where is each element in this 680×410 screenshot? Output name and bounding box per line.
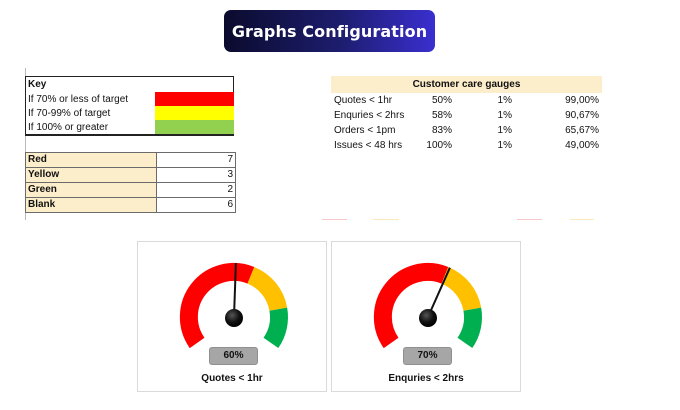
count-value[interactable]: 2 bbox=[156, 182, 236, 198]
row-pct: 83% bbox=[431, 125, 452, 136]
count-value[interactable]: 6 bbox=[156, 197, 236, 213]
count-label: Blank bbox=[25, 197, 157, 213]
row-step: 1% bbox=[497, 125, 512, 136]
key-swatch-red bbox=[155, 92, 234, 106]
table-row: Green 2 bbox=[25, 182, 236, 198]
key-swatch-yellow bbox=[155, 106, 234, 120]
gauge-caption: Quotes < 1hr bbox=[201, 373, 263, 384]
row-remaining: 99,00% bbox=[565, 95, 599, 106]
count-value[interactable]: 3 bbox=[156, 167, 236, 183]
row-step: 1% bbox=[497, 95, 512, 106]
row-step: 1% bbox=[497, 140, 512, 151]
row-name: Orders < 1pm bbox=[334, 125, 396, 136]
customer-care-title: Customer care gauges bbox=[331, 76, 602, 93]
faint-yellow-mark bbox=[570, 219, 594, 220]
table-row: Red 7 bbox=[25, 152, 236, 168]
gauge-value-label: 60% bbox=[209, 347, 258, 365]
table-row: Issues < 48 hrs 100% 1% 49,00% bbox=[331, 138, 602, 153]
row-remaining: 90,67% bbox=[565, 110, 599, 121]
key-swatch-green bbox=[155, 120, 234, 134]
table-row: Quotes < 1hr 50% 1% 99,00% bbox=[331, 93, 602, 108]
key-legend: Key If 70% or less of target If 70-99% o… bbox=[25, 76, 234, 136]
row-name: Enquries < 2hrs bbox=[334, 110, 405, 121]
table-row: Yellow 3 bbox=[25, 167, 236, 183]
faint-red-mark bbox=[322, 219, 347, 220]
gauge-value-label: 70% bbox=[403, 347, 452, 365]
faint-red-mark bbox=[517, 219, 542, 220]
color-count-table: Red 7 Yellow 3 Green 2 Blank 6 bbox=[25, 152, 236, 213]
gauge-dial-icon bbox=[373, 262, 482, 349]
row-name: Issues < 48 hrs bbox=[334, 140, 403, 151]
row-remaining: 49,00% bbox=[565, 140, 599, 151]
row-remaining: 65,67% bbox=[565, 125, 599, 136]
table-row: Blank 6 bbox=[25, 197, 236, 213]
row-pct: 100% bbox=[426, 140, 452, 151]
table-row: Orders < 1pm 83% 1% 65,67% bbox=[331, 123, 602, 138]
key-label-green: If 100% or greater bbox=[28, 122, 109, 133]
faint-yellow-mark bbox=[373, 219, 399, 220]
key-title: Key bbox=[28, 79, 47, 90]
graphs-configuration-button[interactable]: Graphs Configuration bbox=[224, 10, 435, 52]
count-label: Red bbox=[25, 152, 157, 168]
table-row: Enquries < 2hrs 58% 1% 90,67% bbox=[331, 108, 602, 123]
key-label-yellow: If 70-99% of target bbox=[28, 108, 111, 119]
customer-care-table: Customer care gauges Quotes < 1hr 50% 1%… bbox=[331, 76, 602, 153]
sheet-divider bbox=[25, 68, 26, 220]
gauge-caption: Enquries < 2hrs bbox=[388, 373, 464, 384]
gauge-card-enquiries[interactable]: 70% Enquries < 2hrs bbox=[331, 241, 521, 392]
count-label: Yellow bbox=[25, 167, 157, 183]
row-pct: 58% bbox=[431, 110, 452, 121]
row-pct: 50% bbox=[431, 95, 452, 106]
count-value[interactable]: 7 bbox=[156, 152, 236, 168]
count-label: Green bbox=[25, 182, 157, 198]
key-label-red: If 70% or less of target bbox=[28, 94, 129, 105]
gauge-card-quotes[interactable]: 60% Quotes < 1hr bbox=[137, 241, 327, 392]
row-step: 1% bbox=[497, 110, 512, 121]
gauge-dial-icon bbox=[179, 262, 288, 349]
row-name: Quotes < 1hr bbox=[334, 95, 393, 106]
